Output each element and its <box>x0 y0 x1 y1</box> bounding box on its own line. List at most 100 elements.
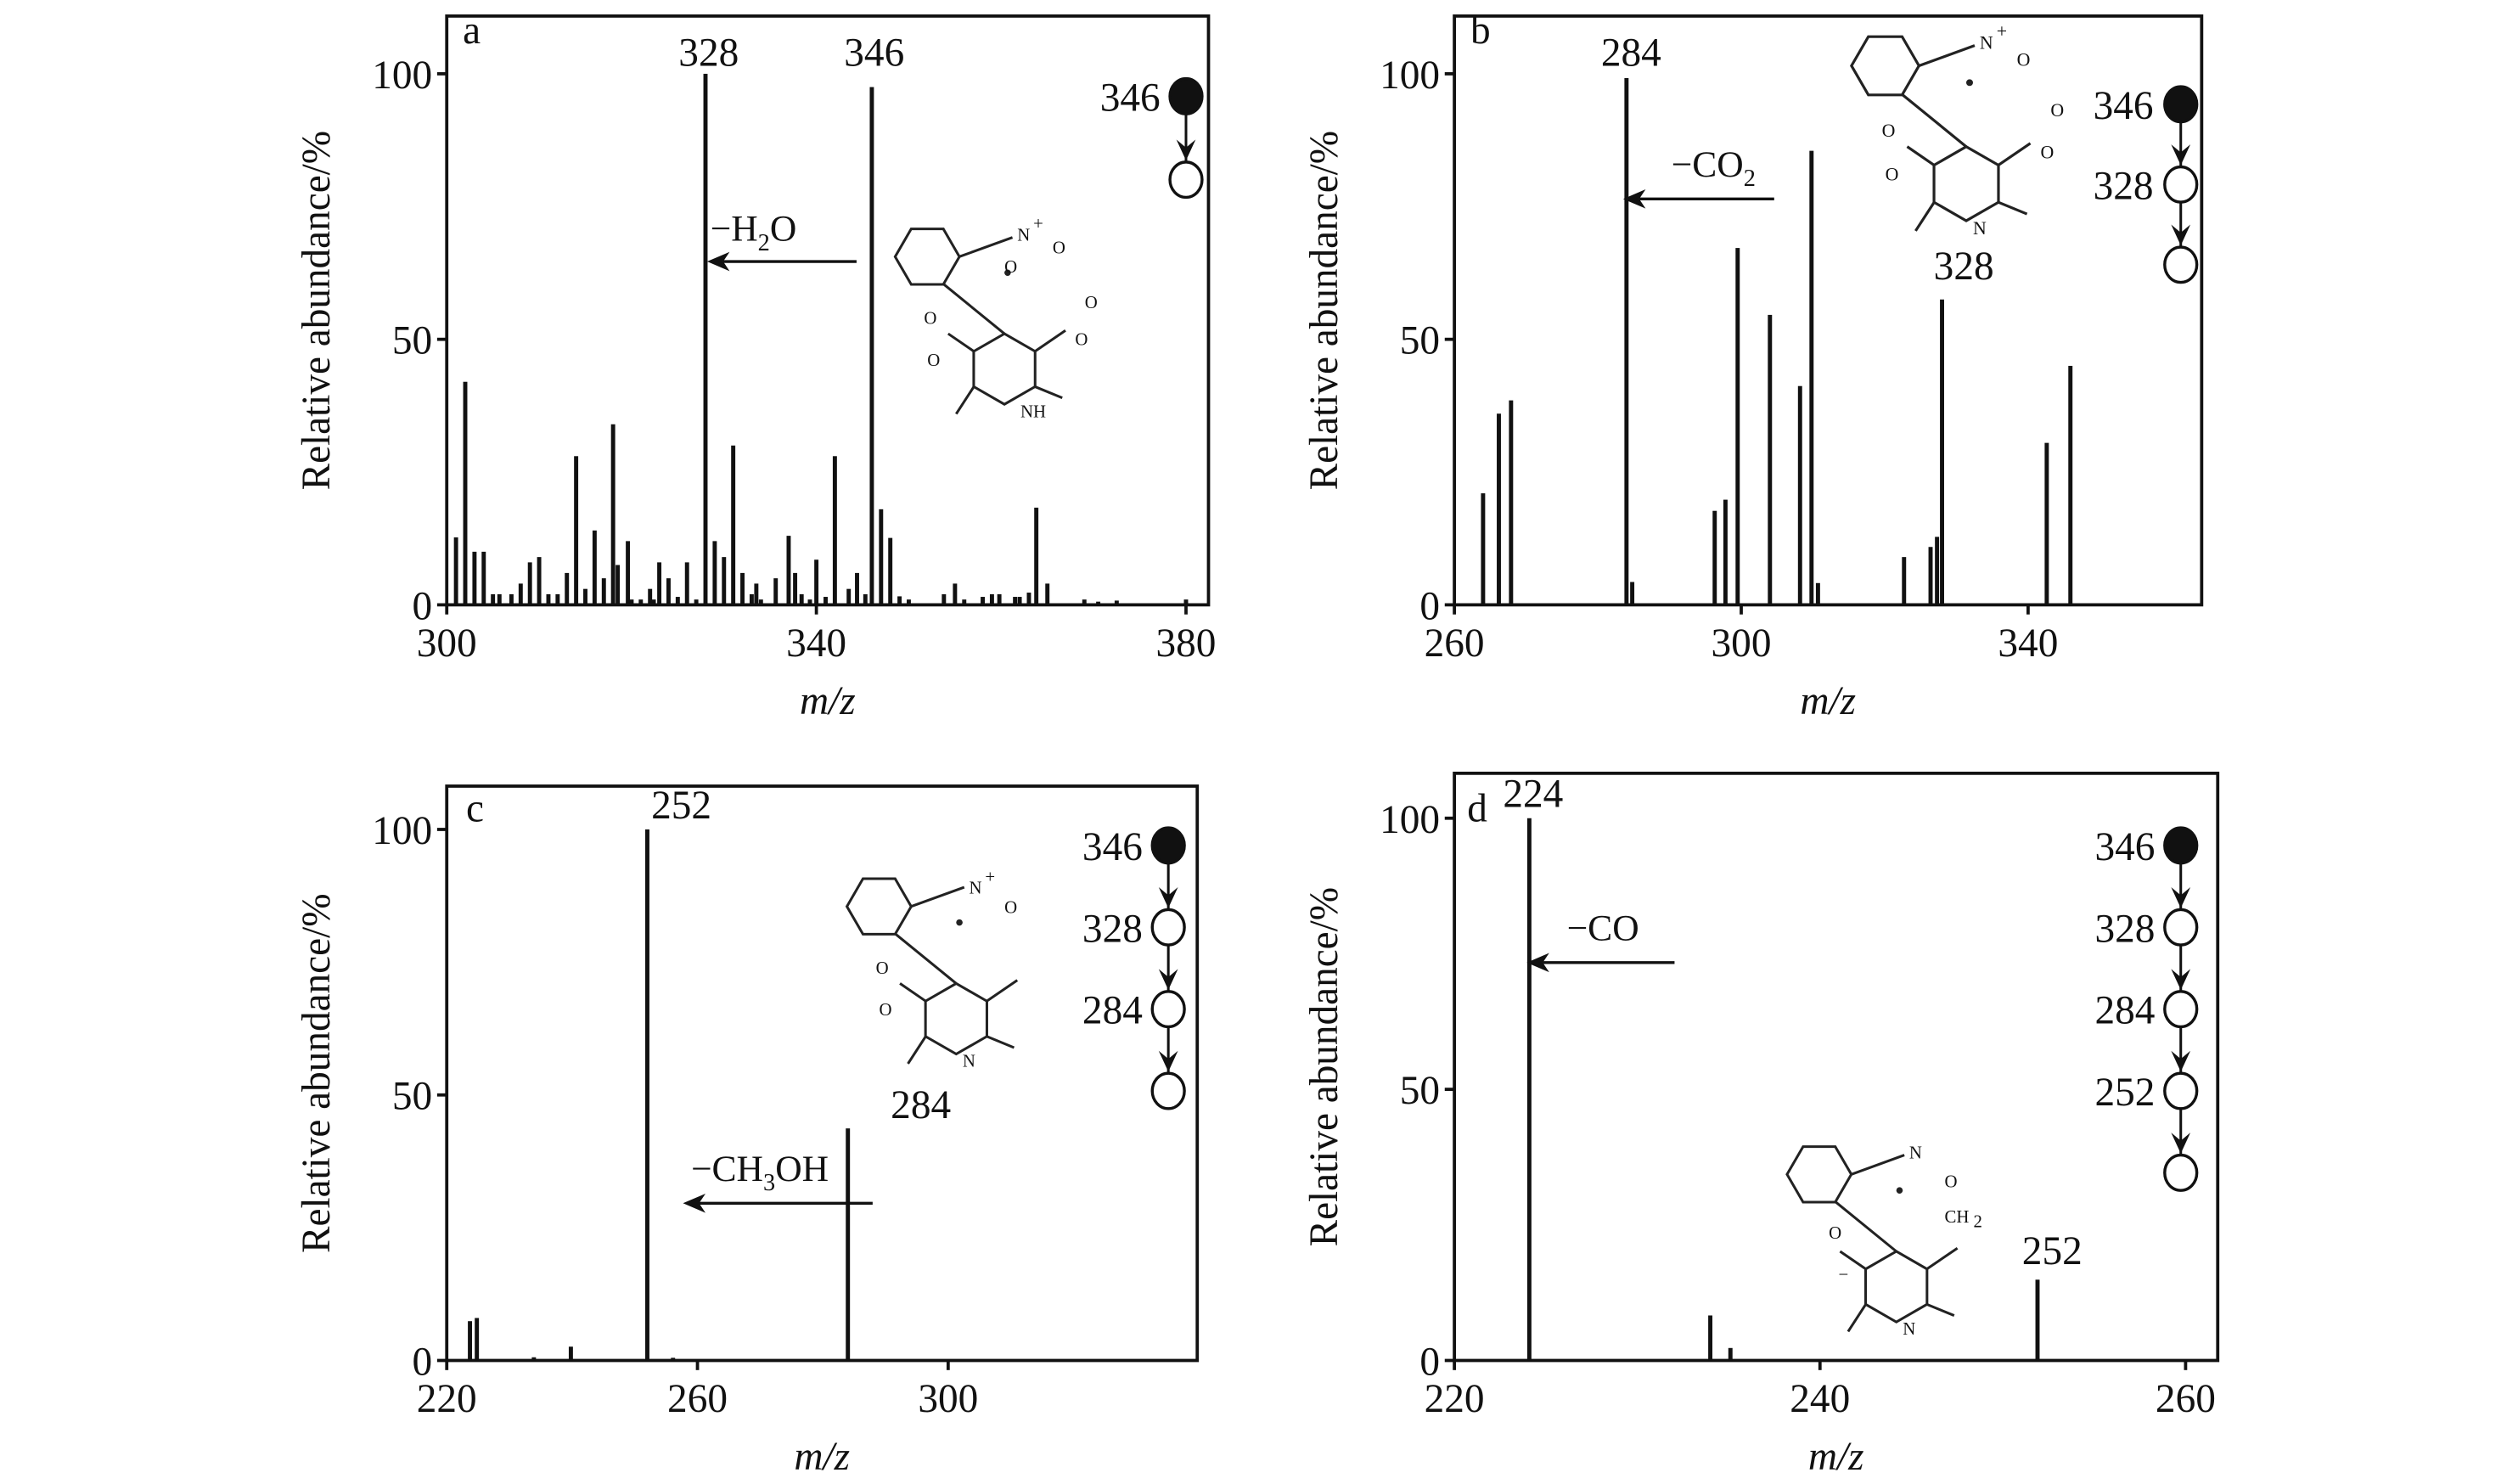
product-ion-open-circle-icon <box>2163 1071 2199 1110</box>
bond <box>1834 1200 1897 1253</box>
neutral-loss-label: −CH3OH <box>691 1149 829 1196</box>
pathway-ion-label: 252 <box>2094 1071 2155 1115</box>
precursor-ion-filled-circle-icon <box>2163 826 2199 865</box>
peak-bar <box>592 530 597 605</box>
panel-letter: d <box>1467 787 1487 831</box>
peak-bar <box>1935 537 1940 605</box>
x-tick-label: 240 <box>1790 1377 1850 1421</box>
peak-bar <box>740 572 745 605</box>
arrow-left-icon <box>1622 188 1646 209</box>
product-ion-open-circle-icon <box>1168 160 1204 200</box>
pathway-ion-label: 346 <box>1082 825 1143 869</box>
arrow-down-icon <box>1176 139 1196 160</box>
bond <box>1925 1246 1959 1271</box>
x-tick-label: 380 <box>1156 621 1217 666</box>
x-axis-label: m/z <box>1800 679 1856 723</box>
peak-bar <box>1183 599 1189 605</box>
pathway-ion-label: 346 <box>1100 76 1161 120</box>
arrow-down-icon <box>2171 1050 2191 1072</box>
peak-bar <box>897 596 902 605</box>
x-axis-label: m/z <box>1808 1435 1864 1479</box>
bond <box>1901 93 1968 148</box>
atom-label: N <box>1909 1143 1922 1162</box>
peak-label: 328 <box>678 31 739 76</box>
peak-bar <box>888 537 893 605</box>
peak-bar <box>1735 248 1740 605</box>
peak-bar <box>648 588 653 605</box>
bond <box>1997 142 2032 166</box>
y-axis-label: Relative abundance/% <box>295 893 339 1253</box>
y-tick-label: 100 <box>1380 53 1440 98</box>
arrow-down-icon <box>2171 144 2191 166</box>
pyridine-ring <box>972 332 1037 406</box>
x-tick-label: 300 <box>1712 621 1772 666</box>
peak-bar <box>1768 314 1773 605</box>
peak-bar <box>565 572 570 605</box>
atom-label: + <box>1997 21 2007 42</box>
peak-label: 224 <box>1503 773 1563 817</box>
bond <box>899 982 927 1003</box>
x-tick-label: 220 <box>1425 1377 1485 1421</box>
pyridine-ring <box>1932 144 2000 222</box>
product-ion-open-circle-icon <box>1150 1071 1186 1110</box>
radical-dot <box>1896 1187 1903 1194</box>
loss-subscript: 2 <box>758 230 770 256</box>
bond <box>1839 1250 1867 1271</box>
neutral-loss-label: −CO <box>1567 908 1639 948</box>
peak-bar <box>962 599 967 605</box>
peak-bar <box>671 1358 676 1361</box>
atom-label: O <box>2040 143 2054 163</box>
atom-label: N <box>1017 225 1030 245</box>
peak-bar <box>1728 1347 1733 1361</box>
atom-label: O <box>879 1000 891 1020</box>
loss-prefix: −H <box>711 208 758 249</box>
peak-bar <box>1509 400 1514 605</box>
peak-label: 284 <box>1601 31 1661 76</box>
atom-label: O <box>1882 121 1896 141</box>
peak-label: 284 <box>891 1083 951 1127</box>
peak-bar <box>1902 557 1907 605</box>
x-tick-label: 340 <box>786 621 846 666</box>
x-tick-label: 260 <box>2156 1377 2216 1421</box>
arrow-down-icon <box>1158 887 1178 908</box>
precursor-ion-filled-circle-icon <box>2163 85 2199 124</box>
plot-frame <box>445 784 1200 1363</box>
molecule-structure: N O CH 2 O N − <box>1785 1143 1982 1339</box>
peak-bar <box>527 562 532 605</box>
peak-bar <box>807 599 812 605</box>
loss-prefix: −CO <box>1672 144 1744 185</box>
bond <box>1914 201 1936 232</box>
peak-bar <box>814 559 819 605</box>
pathway-ion-label: 346 <box>2094 825 2155 869</box>
peak-bar <box>638 599 644 605</box>
atom-label: N <box>1980 33 1993 53</box>
peak-bar <box>472 551 477 605</box>
atom-label: 2 <box>1974 1212 1982 1232</box>
y-tick-label: 100 <box>1380 798 1440 842</box>
atom-label: O <box>2050 100 2064 121</box>
peak-bar <box>786 536 791 605</box>
atom-label: O <box>1053 239 1065 258</box>
peak-bar <box>531 1357 537 1361</box>
peak-bar <box>731 445 736 605</box>
peak-bar <box>1017 597 1022 605</box>
arrow-down-icon <box>2171 1133 2191 1154</box>
x-axis-label: m/z <box>794 1435 850 1479</box>
pathway-ion-label: 328 <box>1082 907 1143 951</box>
peak-bar <box>855 572 859 605</box>
benzene-ring <box>1850 35 1921 97</box>
atom-label: N <box>969 879 981 898</box>
y-axis-label: Relative abundance/% <box>1302 131 1346 491</box>
atom-label: O <box>1886 164 1899 184</box>
peak-bar <box>712 541 717 605</box>
peak-bar <box>684 562 689 605</box>
peak-bar <box>2044 442 2049 605</box>
peak-bar <box>1526 818 1532 1361</box>
bond <box>1918 44 1976 67</box>
peak-label: 346 <box>844 31 904 76</box>
x-tick-label: 300 <box>918 1377 978 1421</box>
product-ion-open-circle-icon <box>1150 990 1186 1029</box>
peak-bar <box>657 562 662 605</box>
peak-bar <box>754 583 759 605</box>
